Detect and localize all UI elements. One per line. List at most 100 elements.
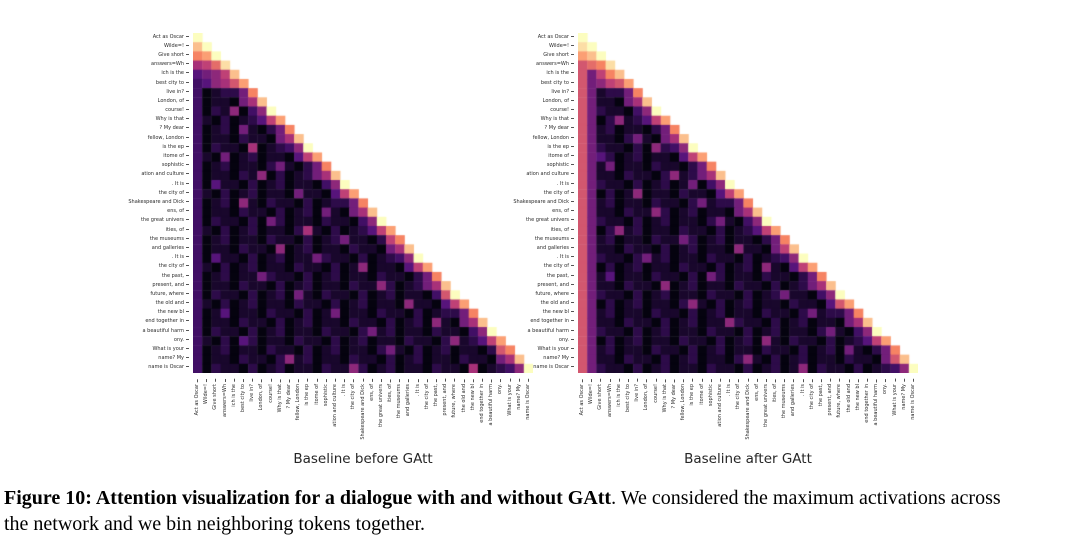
x-tick-label: the museums	[396, 379, 402, 418]
x-tick-label: the city of	[809, 379, 815, 409]
y-tick-label: and galleries	[152, 245, 189, 251]
attention-heatmap-canvas-before	[193, 33, 533, 373]
x-axis-labels-after: Act as Oscar Wilde=! Give short answers=Wh i…	[578, 376, 918, 450]
y-tick-label: the great univers	[141, 218, 189, 223]
x-tick-label: best city to	[625, 379, 631, 412]
x-tick-label: present, and	[827, 379, 833, 416]
y-tick-label: ony.	[559, 337, 574, 343]
y-tick-label: itome of	[548, 154, 574, 159]
x-tick-label: live in?	[249, 379, 255, 402]
y-tick-label: London, of	[158, 98, 189, 104]
heatmap-plot-after	[578, 33, 918, 373]
y-tick-label: ation and culture	[526, 172, 574, 177]
x-tick-label: is the ep	[689, 379, 695, 406]
x-tick-label: the museums	[781, 379, 787, 418]
y-axis-labels-after: Act as Oscar Wilde=! Give short answers=Wh i…	[445, 33, 576, 375]
y-tick-label: answers=Wh	[151, 62, 189, 67]
y-tick-label: Shakespeare and Dick	[513, 200, 574, 205]
y-tick-label: live in?	[166, 89, 189, 95]
y-tick-label: answers=Wh	[536, 62, 574, 67]
x-tick-label: fellow, London	[680, 379, 686, 420]
x-tick-label: live in?	[634, 379, 640, 402]
y-tick-label: What is your	[537, 347, 574, 352]
x-tick-label: . It is	[800, 379, 806, 396]
x-tick-label: ? My dear	[671, 379, 677, 408]
heatmap-plot-before	[193, 33, 533, 373]
y-tick-label: ? My dear	[160, 126, 189, 131]
y-tick-label: Act as Oscar	[153, 34, 189, 40]
y-tick-label: name is Oscar	[533, 365, 574, 370]
x-tick-label: Give short	[597, 379, 603, 410]
x-tick-label: answers=Wh	[222, 379, 228, 417]
figure-caption-rest: . We considered the maximum activations …	[4, 487, 1001, 535]
y-tick-label: fellow, London	[533, 135, 574, 141]
x-tick-label: ony.	[882, 379, 888, 394]
y-axis-labels-before: Act as Oscar Wilde=! Give short answers=Wh i…	[60, 33, 191, 375]
x-tick-label: the city of	[424, 379, 430, 409]
x-tick-label: ation and culture	[717, 379, 723, 427]
x-tick-label: sophistic	[708, 379, 714, 406]
x-tick-label: What is your	[892, 379, 898, 416]
y-tick-label: the past,	[547, 273, 574, 279]
y-tick-label: . It is	[172, 181, 189, 187]
y-tick-label: present, and	[537, 282, 574, 288]
panel-before-gatt: Act as Oscar Wilde=! Give short answers=Wh i…	[60, 33, 540, 478]
y-tick-label: . It is	[172, 255, 189, 260]
x-tick-label: itome of	[699, 379, 705, 405]
y-tick-label: a beautiful harm	[143, 328, 189, 334]
x-tick-label: is the ep	[304, 379, 310, 406]
y-tick-label: the new bl	[158, 310, 189, 315]
y-tick-label: live in?	[551, 89, 574, 95]
y-tick-label: the city of	[159, 190, 189, 196]
x-tick-label: ich is the	[616, 379, 622, 407]
x-tick-label: Shakespeare and Dick	[745, 379, 751, 440]
x-tick-label: London, of	[258, 379, 264, 410]
x-tick-label: the city of	[350, 379, 356, 409]
y-tick-label: name? My	[543, 356, 574, 361]
figure-caption-bold: Figure 10: Attention visualization for a…	[4, 487, 612, 509]
y-tick-label: is the ep	[547, 144, 574, 150]
x-tick-label: Wilde=!	[588, 379, 594, 404]
x-tick-label: the past,	[433, 379, 439, 406]
x-tick-label: the new bl	[855, 379, 861, 410]
x-tick-label: ich is the	[231, 379, 237, 407]
y-tick-label: ation and culture	[141, 172, 189, 177]
y-tick-label: . It is	[557, 255, 574, 260]
attention-heatmap-canvas-after	[578, 33, 918, 373]
y-tick-label: . It is	[557, 181, 574, 187]
y-tick-label: the old and	[156, 301, 189, 306]
x-tick-label: London, of	[643, 379, 649, 410]
y-tick-label: the past,	[162, 273, 189, 279]
y-tick-label: future, where	[150, 291, 189, 297]
x-tick-label: the old and	[846, 379, 852, 412]
x-tick-label: fellow, London	[295, 379, 301, 420]
y-tick-label: fellow, London	[148, 135, 189, 141]
x-tick-label: itome of	[314, 379, 320, 405]
y-tick-label: Give short	[543, 52, 574, 58]
y-tick-label: course!	[165, 108, 189, 113]
subplot-title-before: Baseline before GAtt	[293, 451, 433, 467]
x-tick-label: Shakespeare and Dick	[360, 379, 366, 440]
x-tick-label: the great univers	[378, 379, 384, 427]
y-tick-label: ? My dear	[545, 126, 574, 131]
y-tick-label: is the ep	[162, 144, 189, 150]
x-tick-label: ation and culture	[332, 379, 338, 427]
x-tick-label: the great univers	[763, 379, 769, 427]
y-tick-label: ens, of	[167, 209, 189, 214]
y-tick-label: ich is the	[546, 71, 574, 76]
y-tick-label: Give short	[158, 52, 189, 58]
y-tick-label: best city to	[541, 80, 574, 86]
x-tick-label: the city of	[735, 379, 741, 409]
x-tick-label: Why is that	[277, 379, 283, 412]
y-tick-label: present, and	[152, 282, 189, 288]
y-tick-label: course!	[550, 108, 574, 113]
y-tick-label: Wilde=!	[549, 43, 574, 49]
y-tick-label: future, where	[535, 291, 574, 297]
x-tick-label: Give short	[212, 379, 218, 410]
y-tick-label: London, of	[543, 98, 574, 104]
y-tick-label: the new bl	[543, 310, 574, 315]
y-tick-label: Why is that	[541, 117, 574, 122]
y-tick-label: the old and	[541, 301, 574, 306]
x-tick-label: course!	[653, 379, 659, 403]
